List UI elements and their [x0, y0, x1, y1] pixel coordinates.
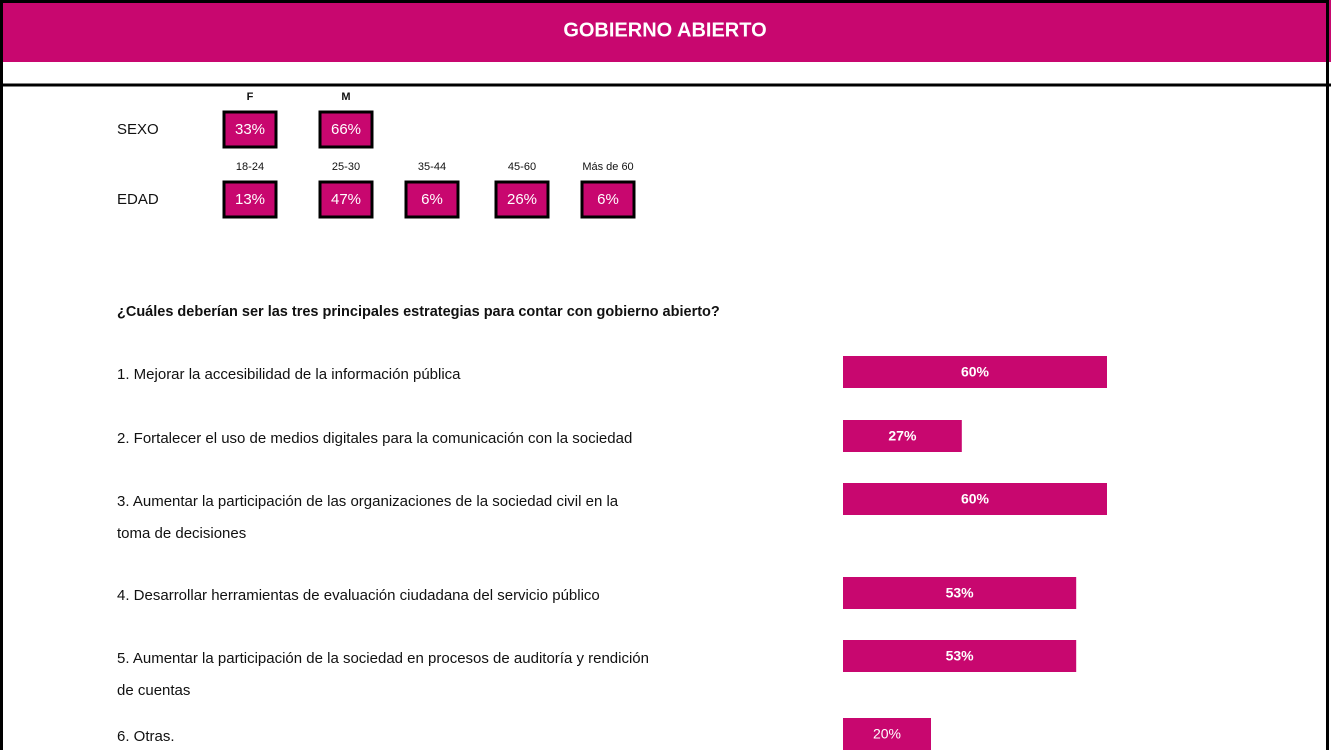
- bar: [843, 640, 1077, 672]
- group-box: [404, 180, 460, 219]
- group-value: 47%: [331, 191, 361, 208]
- header-bar: [0, 0, 1331, 62]
- bar: [843, 718, 931, 750]
- group-name: 25-30: [332, 161, 360, 173]
- edad-label: EDAD: [117, 191, 159, 208]
- bar: [843, 420, 962, 452]
- item-text: de cuentas: [117, 682, 190, 699]
- group-box: [222, 110, 278, 149]
- item-text: 1. Mejorar la accesibilidad de la inform…: [117, 366, 461, 383]
- group-value: 66%: [331, 121, 361, 138]
- group-name: M: [341, 91, 350, 103]
- group-value: 13%: [235, 191, 265, 208]
- group-box: [318, 110, 374, 149]
- item-text: 5. Aumentar la participación de la socie…: [117, 650, 649, 667]
- bar: [843, 483, 1107, 515]
- group-name: Más de 60: [582, 161, 633, 173]
- item-text: toma de decisiones: [117, 525, 246, 542]
- item-text: 6. Otras.: [117, 728, 175, 745]
- bar: [843, 577, 1077, 609]
- group-value: 26%: [507, 191, 537, 208]
- bar-label: 60%: [961, 491, 990, 507]
- group-box: [222, 180, 278, 219]
- group-box: [580, 180, 636, 219]
- sexo-label: SEXO: [117, 121, 159, 138]
- group-name: F: [247, 91, 254, 103]
- group-value: 6%: [421, 191, 443, 208]
- bar-label: 53%: [946, 585, 975, 601]
- group-value: 6%: [597, 191, 619, 208]
- bar-label: 20%: [873, 726, 901, 742]
- group-box: [494, 180, 550, 219]
- bar: [843, 356, 1107, 388]
- bar-label: 53%: [946, 648, 975, 664]
- group-value: 33%: [235, 121, 265, 138]
- group-name: 35-44: [418, 161, 446, 173]
- title: GOBIERNO ABIERTO: [563, 19, 766, 41]
- bar-label: 27%: [888, 428, 917, 444]
- question: ¿Cuáles deberían ser las tres principale…: [117, 304, 720, 320]
- group-box: [318, 180, 374, 219]
- item-text: 2. Fortalecer el uso de medios digitales…: [117, 430, 632, 447]
- group-name: 45-60: [508, 161, 536, 173]
- group-name: 18-24: [236, 161, 264, 173]
- bar-label: 60%: [961, 364, 990, 380]
- item-text: 3. Aumentar la participación de las orga…: [117, 493, 619, 510]
- item-text: 4. Desarrollar herramientas de evaluació…: [117, 587, 600, 604]
